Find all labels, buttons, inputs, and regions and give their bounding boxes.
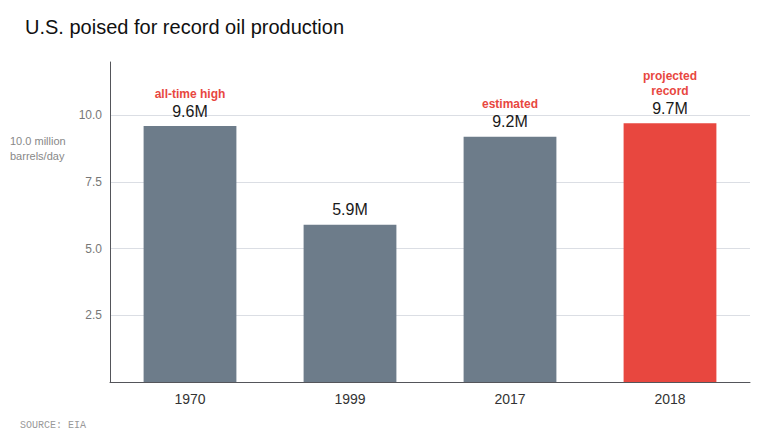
svg-text:10.0: 10.0 (79, 108, 103, 122)
svg-text:2018: 2018 (654, 391, 685, 407)
svg-text:7.5: 7.5 (85, 175, 102, 189)
svg-text:record: record (651, 84, 688, 98)
svg-text:2017: 2017 (494, 391, 525, 407)
svg-text:5.0: 5.0 (85, 242, 102, 256)
svg-text:5.9M: 5.9M (332, 201, 368, 218)
svg-text:1970: 1970 (174, 391, 205, 407)
svg-text:U.S. poised for record oil pro: U.S. poised for record oil production (25, 16, 344, 38)
svg-text:projected: projected (643, 69, 697, 83)
svg-text:9.6M: 9.6M (172, 103, 208, 120)
svg-text:2.5: 2.5 (85, 308, 102, 322)
svg-text:estimated: estimated (482, 97, 538, 111)
svg-text:1999: 1999 (334, 391, 365, 407)
svg-text:barrels/day: barrels/day (10, 150, 65, 162)
svg-text:10.0 million: 10.0 million (10, 135, 66, 147)
svg-text:SOURCE: EIA: SOURCE: EIA (20, 420, 86, 431)
svg-text:all-time high: all-time high (155, 87, 226, 101)
svg-text:9.2M: 9.2M (492, 113, 528, 130)
svg-text:9.7M: 9.7M (652, 100, 688, 117)
